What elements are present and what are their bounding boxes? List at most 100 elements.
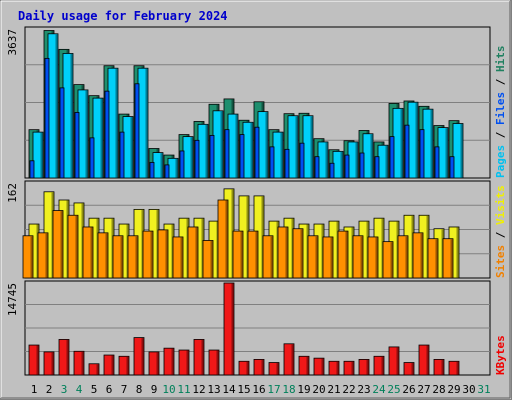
bar-shade — [190, 137, 193, 178]
bar-shade — [100, 98, 103, 178]
legend-separator: / — [494, 72, 507, 92]
panel-3: 14745 KBytes — [6, 280, 507, 376]
bar-shade — [261, 196, 264, 278]
bar-kbytes-day-21 — [328, 360, 340, 376]
bar-kbytes-day-2 — [43, 351, 55, 376]
bar-shade — [171, 224, 174, 278]
x-label-day-14: 14 — [222, 383, 236, 396]
bar-sites-day-9 — [142, 230, 154, 279]
bar-kbytes-day-22 — [343, 360, 355, 376]
bar-kbytes-day-10 — [163, 347, 175, 376]
bar-sites-day-28 — [427, 238, 439, 279]
bar-shade — [126, 356, 129, 375]
x-label-day-4: 4 — [76, 383, 83, 396]
bar-kbytes-day-18 — [283, 343, 295, 376]
bar-kbytes-day-20 — [313, 357, 325, 376]
bar-shade — [201, 339, 204, 375]
x-label-day-17: 17 — [267, 383, 280, 396]
x-label-day-15: 15 — [237, 383, 250, 396]
bar-shade — [450, 239, 453, 278]
legend: Sites / Visits — [494, 185, 507, 278]
bar-kbytes-day-24 — [373, 355, 385, 376]
x-label-day-20: 20 — [312, 383, 325, 396]
bar-shade — [205, 124, 208, 178]
bar-sites-day-2 — [37, 232, 49, 279]
bar-files-day-17 — [269, 146, 275, 179]
bar-shade — [276, 221, 279, 278]
bar-shade — [201, 218, 204, 278]
bar-shade — [385, 145, 388, 178]
bar-kbytes-day-13 — [208, 349, 220, 376]
legend-item-pages: Pages — [494, 145, 507, 178]
bar-shade — [186, 350, 189, 375]
bar-kbytes-day-17 — [268, 362, 280, 376]
x-label-day-8: 8 — [136, 383, 143, 396]
x-label-day-9: 9 — [151, 383, 158, 396]
bar-shade — [285, 227, 288, 278]
y-max-label: 162 — [6, 183, 19, 203]
bar-files-day-15 — [239, 134, 245, 179]
bar-sites-day-7 — [112, 235, 124, 279]
legend-item-visits: Visits — [494, 185, 507, 225]
bar-sites-day-16 — [247, 230, 259, 279]
bar-shade — [85, 90, 88, 178]
bar-files-day-12 — [194, 139, 200, 179]
bar-shade — [321, 224, 324, 278]
bar-shade — [66, 200, 69, 278]
bar-shade — [96, 364, 99, 375]
bar-shade — [441, 359, 444, 375]
bar-sites-day-15 — [232, 230, 244, 279]
bar-shade — [171, 348, 174, 375]
legend-item-files: Files — [494, 92, 507, 125]
bar-shade — [51, 192, 54, 278]
bar-shade — [276, 363, 279, 375]
bar-shade — [126, 224, 129, 278]
bar-kbytes-day-7 — [118, 355, 130, 376]
bar-shade — [51, 352, 54, 375]
bar-shade — [225, 200, 228, 278]
bar-shade — [250, 122, 253, 178]
bar-shade — [340, 151, 343, 178]
bar-shade — [141, 209, 144, 278]
bar-files-day-11 — [179, 150, 185, 179]
bar-pages-day-1 — [32, 131, 44, 179]
bar-shade — [45, 233, 48, 278]
legend-separator: / — [494, 225, 507, 245]
bar-shade — [291, 218, 294, 278]
bar-sites-day-1 — [22, 235, 34, 279]
bar-shade — [456, 227, 459, 278]
bar-kbytes-day-14 — [223, 282, 235, 376]
bar-sites-day-11 — [172, 236, 184, 279]
panel-2: 162 Sites / Visits — [6, 180, 507, 279]
x-label-day-5: 5 — [91, 383, 98, 396]
x-label-day-12: 12 — [192, 383, 205, 396]
bar-shade — [375, 237, 378, 278]
bar-shade — [220, 111, 223, 178]
bar-shade — [255, 231, 258, 278]
bar-files-day-16 — [254, 126, 260, 179]
bar-sites-day-29 — [442, 238, 454, 279]
bar-files-day-10 — [164, 164, 170, 179]
bar-sites-day-12 — [187, 226, 199, 279]
bar-shade — [456, 361, 459, 375]
bar-shade — [165, 230, 168, 278]
bar-kbytes-day-23 — [358, 359, 370, 376]
bar-sites-day-6 — [97, 232, 109, 279]
bar-shade — [240, 231, 243, 278]
x-label-day-16: 16 — [252, 383, 265, 396]
bar-files-day-1 — [29, 160, 35, 179]
x-label-day-6: 6 — [106, 383, 113, 396]
bar-shade — [441, 229, 444, 278]
x-label-day-18: 18 — [282, 383, 295, 396]
bar-shade — [70, 53, 73, 178]
bar-files-day-19 — [299, 142, 305, 179]
x-label-day-2: 2 — [46, 383, 53, 396]
bar-shade — [195, 227, 198, 278]
bar-files-day-6 — [104, 90, 110, 179]
bar-kbytes-day-19 — [298, 355, 310, 376]
bar-shade — [310, 116, 313, 178]
bar-kbytes-day-6 — [103, 354, 115, 376]
chart-panels: 3637 Pages / Files / Hits 162 Sites / Visit… — [6, 26, 507, 376]
bar-shade — [366, 359, 369, 375]
